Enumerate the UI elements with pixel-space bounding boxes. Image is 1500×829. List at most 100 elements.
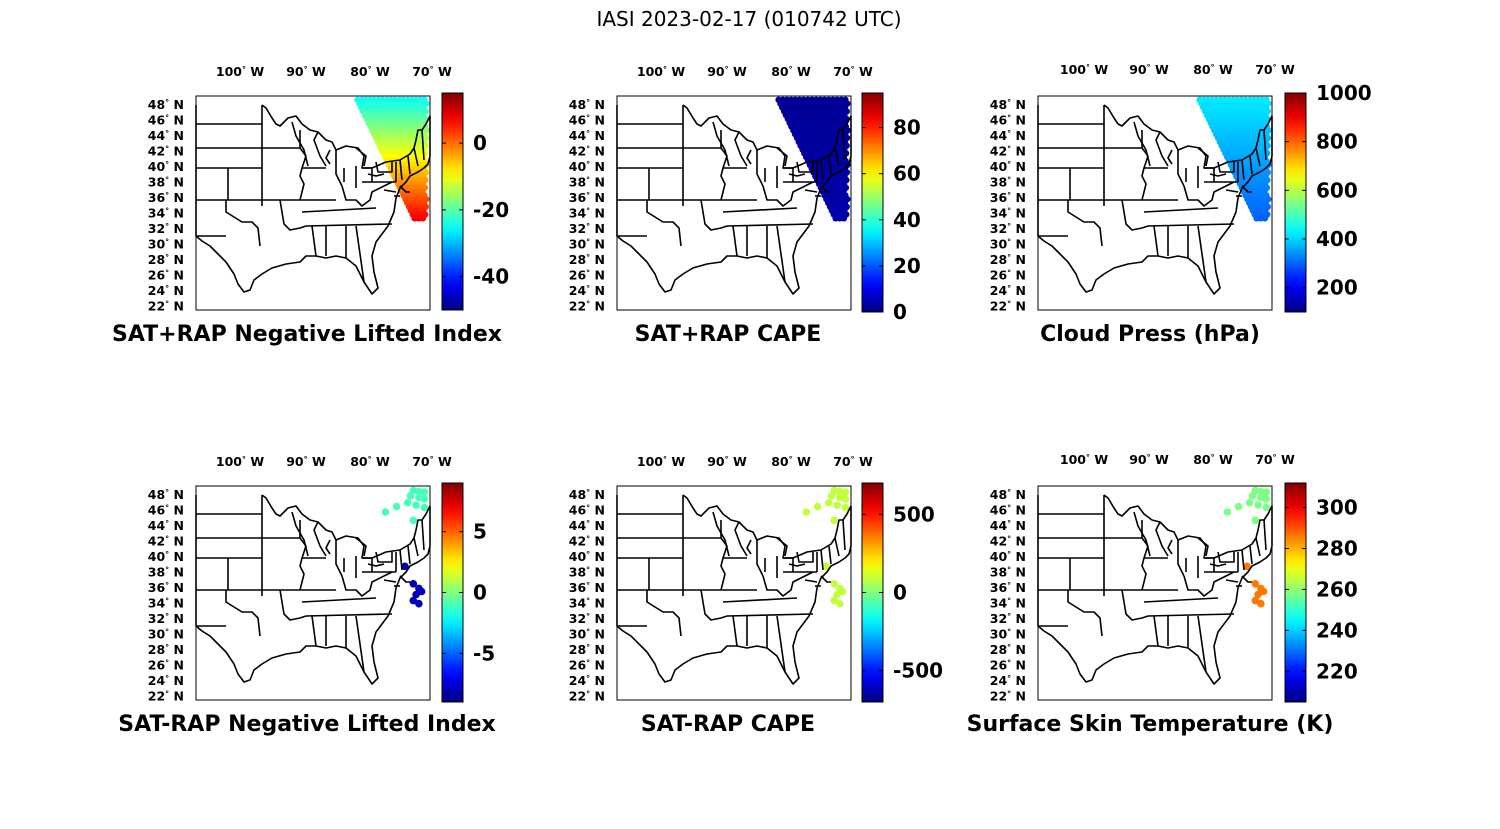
state-borders bbox=[195, 104, 431, 295]
state-border bbox=[1177, 150, 1185, 187]
colorbar-tick-label: 0 bbox=[473, 131, 487, 155]
lat-label: 32° N bbox=[148, 611, 184, 626]
state-border bbox=[399, 185, 410, 193]
data-point bbox=[830, 516, 839, 525]
lon-label: 70° W bbox=[412, 64, 452, 79]
lat-label: 38° N bbox=[569, 175, 605, 190]
lon-label: 80° W bbox=[350, 454, 390, 469]
colorbar-tick-label: 0 bbox=[893, 300, 907, 324]
lat-label: 38° N bbox=[569, 565, 605, 580]
state-border bbox=[1155, 521, 1169, 557]
data-points bbox=[775, 96, 851, 222]
state-border bbox=[399, 549, 403, 571]
lat-label: 26° N bbox=[569, 658, 605, 673]
lat-label: 42° N bbox=[569, 534, 605, 549]
map-panel: 100° W 90° W 80° W 70° W 48° N46° N44° N42° … bbox=[118, 454, 495, 737]
state-border bbox=[746, 149, 752, 165]
state-border bbox=[1133, 121, 1151, 167]
state-border bbox=[820, 159, 824, 181]
state-border bbox=[291, 121, 309, 167]
colorbar-gradient bbox=[861, 92, 884, 313]
coastline bbox=[616, 494, 852, 685]
data-point bbox=[841, 488, 850, 496]
lat-label: 28° N bbox=[569, 252, 605, 267]
lat-label: 34° N bbox=[148, 596, 184, 611]
lat-label: 28° N bbox=[148, 252, 184, 267]
lat-label: 30° N bbox=[148, 237, 184, 252]
data-point bbox=[840, 215, 848, 222]
state-border bbox=[1067, 590, 1103, 637]
colorbar-gradient bbox=[441, 92, 464, 311]
state-borders bbox=[1037, 494, 1273, 685]
state-border bbox=[407, 545, 411, 565]
lat-label: 22° N bbox=[569, 689, 605, 704]
lat-label: 22° N bbox=[148, 299, 184, 314]
state-border bbox=[734, 521, 748, 557]
lon-label: 100° W bbox=[637, 64, 685, 79]
colorbar-tick-label: 20 bbox=[893, 254, 921, 278]
lat-label: 26° N bbox=[148, 658, 184, 673]
lon-label: 80° W bbox=[1193, 452, 1233, 467]
lat-label: 44° N bbox=[990, 128, 1026, 143]
state-border bbox=[1183, 571, 1235, 597]
data-point bbox=[1261, 215, 1269, 222]
state-border bbox=[325, 149, 331, 165]
state-border bbox=[1197, 537, 1209, 557]
state-border bbox=[1197, 225, 1207, 283]
map-axes bbox=[195, 485, 431, 701]
lon-label: 100° W bbox=[216, 64, 264, 79]
lon-label: 100° W bbox=[1060, 62, 1108, 77]
state-border bbox=[756, 150, 764, 187]
lat-label: 26° N bbox=[990, 658, 1026, 673]
state-border bbox=[325, 539, 331, 555]
state-border bbox=[820, 575, 831, 583]
state-border bbox=[301, 597, 377, 603]
data-point bbox=[1251, 580, 1260, 588]
lat-label: 38° N bbox=[990, 175, 1026, 190]
state-border bbox=[413, 537, 419, 557]
state-border bbox=[762, 571, 814, 597]
colorbar-tick-label: 800 bbox=[1316, 130, 1358, 154]
lat-label: 40° N bbox=[990, 159, 1026, 174]
lat-label: 40° N bbox=[569, 159, 605, 174]
lat-label: 40° N bbox=[990, 549, 1026, 564]
coastline bbox=[195, 494, 431, 685]
colorbar-gradient bbox=[1284, 92, 1307, 313]
lat-label: 48° N bbox=[990, 97, 1026, 112]
lon-label: 80° W bbox=[771, 64, 811, 79]
lon-label: 90° W bbox=[286, 454, 326, 469]
state-border bbox=[313, 521, 327, 557]
lat-label: 30° N bbox=[569, 627, 605, 642]
colorbar-tick-label: -40 bbox=[473, 265, 509, 289]
state-border bbox=[399, 575, 410, 583]
state-border bbox=[834, 537, 840, 557]
state-border bbox=[311, 615, 317, 647]
colorbar-tick-label: 5 bbox=[473, 520, 487, 544]
data-point bbox=[417, 587, 426, 596]
data-point bbox=[419, 215, 427, 222]
lon-label: 90° W bbox=[1129, 452, 1169, 467]
state-border bbox=[279, 589, 307, 621]
lat-label: 24° N bbox=[148, 673, 184, 688]
state-border bbox=[355, 225, 365, 283]
lon-label: 90° W bbox=[286, 64, 326, 79]
colorbar: 80 60 40 20 0 bbox=[861, 92, 921, 324]
lat-label: 30° N bbox=[148, 627, 184, 642]
state-border bbox=[301, 207, 377, 213]
lat-label: 30° N bbox=[990, 627, 1026, 642]
data-point bbox=[1257, 599, 1265, 608]
map-frame bbox=[195, 485, 431, 701]
data-point bbox=[833, 501, 841, 509]
lat-label: 36° N bbox=[148, 580, 184, 595]
lon-label: 90° W bbox=[707, 64, 747, 79]
data-point bbox=[403, 499, 412, 507]
lat-label: 32° N bbox=[990, 221, 1026, 236]
lon-label: 100° W bbox=[216, 454, 264, 469]
data-point bbox=[830, 596, 839, 605]
state-border bbox=[375, 551, 393, 563]
colorbar-tick-label: -5 bbox=[473, 641, 495, 665]
colorbar: 1000 800 600 400 200 bbox=[1284, 81, 1372, 313]
lat-label: 24° N bbox=[569, 673, 605, 688]
colorbar-tick-label: 300 bbox=[1316, 496, 1358, 520]
